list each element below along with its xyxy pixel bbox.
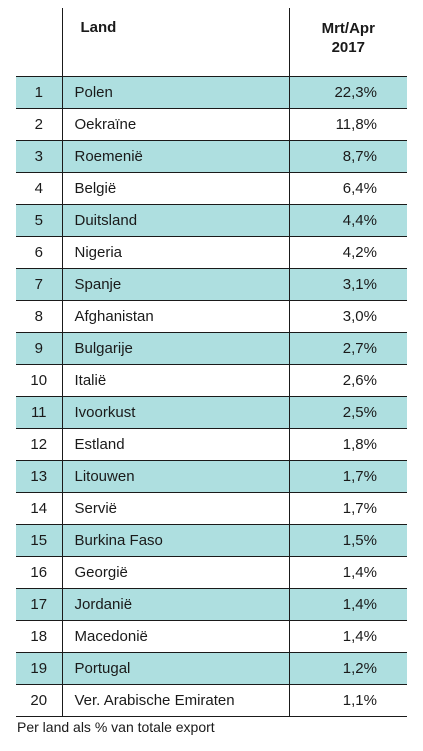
country-cell: Litouwen bbox=[61, 460, 289, 493]
rank-cell: 2 bbox=[16, 108, 62, 141]
table-row: 4 België 6,4% bbox=[16, 172, 407, 205]
table-row: 5 Duitsland 4,4% bbox=[16, 204, 407, 237]
table-row: 19 Portugal 1,2% bbox=[16, 652, 407, 685]
share-cell: 1,7% bbox=[288, 460, 407, 493]
country-cell: Afghanistan bbox=[61, 300, 289, 333]
table-footnote: Per land als % van totale export bbox=[17, 719, 215, 735]
country-cell: Burkina Faso bbox=[61, 524, 289, 557]
rank-column-header bbox=[16, 8, 62, 77]
table-row: 14 Servië 1,7% bbox=[16, 492, 407, 525]
country-cell: Oekraïne bbox=[61, 108, 289, 141]
table-row: 1 Polen 22,3% bbox=[16, 76, 407, 109]
country-cell: Servië bbox=[61, 492, 289, 525]
table-row: 17 Jordanië 1,4% bbox=[16, 588, 407, 621]
rank-cell: 12 bbox=[16, 428, 62, 461]
share-cell: 4,2% bbox=[288, 236, 407, 269]
table-row: 8 Afghanistan 3,0% bbox=[16, 300, 407, 333]
share-cell: 3,0% bbox=[288, 300, 407, 333]
country-cell: Bulgarije bbox=[61, 332, 289, 365]
country-cell: Duitsland bbox=[61, 204, 289, 237]
rank-cell: 15 bbox=[16, 524, 62, 557]
table-row: 20 Ver. Arabische Emiraten 1,1% bbox=[16, 684, 407, 717]
period-header-line1: Mrt/Apr bbox=[321, 20, 375, 37]
rank-cell: 1 bbox=[16, 76, 62, 109]
country-cell: Estland bbox=[61, 428, 289, 461]
rank-cell: 17 bbox=[16, 588, 62, 621]
share-cell: 3,1% bbox=[288, 268, 407, 301]
share-cell: 1,4% bbox=[288, 588, 407, 621]
country-cell: Ivoorkust bbox=[61, 396, 289, 429]
country-cell: Macedonië bbox=[61, 620, 289, 653]
rank-cell: 5 bbox=[16, 204, 62, 237]
share-cell: 2,5% bbox=[288, 396, 407, 429]
table-row: 9 Bulgarije 2,7% bbox=[16, 332, 407, 365]
country-cell: Italië bbox=[61, 364, 289, 397]
rank-cell: 6 bbox=[16, 236, 62, 269]
table-header-row: Land Mrt/Apr 2017 bbox=[16, 8, 407, 77]
table-row: 3 Roemenië 8,7% bbox=[16, 140, 407, 173]
rank-cell: 19 bbox=[16, 652, 62, 685]
rank-cell: 9 bbox=[16, 332, 62, 365]
table-row: 16 Georgië 1,4% bbox=[16, 556, 407, 589]
country-cell: Spanje bbox=[61, 268, 289, 301]
rank-cell: 16 bbox=[16, 556, 62, 589]
share-cell: 1,4% bbox=[288, 556, 407, 589]
period-column-header: Mrt/Apr 2017 bbox=[288, 8, 407, 77]
table-row: 12 Estland 1,8% bbox=[16, 428, 407, 461]
rank-cell: 18 bbox=[16, 620, 62, 653]
table-row: 13 Litouwen 1,7% bbox=[16, 460, 407, 493]
share-cell: 1,1% bbox=[288, 684, 407, 717]
table-row: 18 Macedonië 1,4% bbox=[16, 620, 407, 653]
rank-cell: 3 bbox=[16, 140, 62, 173]
table-body: 1 Polen 22,3% 2 Oekraïne 11,8% 3 Roemenië 8,7% 4 B… bbox=[16, 76, 407, 717]
share-cell: 8,7% bbox=[288, 140, 407, 173]
rank-cell: 20 bbox=[16, 684, 62, 717]
land-column-header: Land bbox=[61, 8, 289, 77]
country-cell: Polen bbox=[61, 76, 289, 109]
country-cell: Portugal bbox=[61, 652, 289, 685]
country-cell: Jordanië bbox=[61, 588, 289, 621]
table-row: 15 Burkina Faso 1,5% bbox=[16, 524, 407, 557]
rank-cell: 14 bbox=[16, 492, 62, 525]
country-cell: Roemenië bbox=[61, 140, 289, 173]
rank-cell: 10 bbox=[16, 364, 62, 397]
period-header-line2: 2017 bbox=[331, 39, 365, 56]
country-cell: Georgië bbox=[61, 556, 289, 589]
share-cell: 1,7% bbox=[288, 492, 407, 525]
share-cell: 6,4% bbox=[288, 172, 407, 205]
table-row: 7 Spanje 3,1% bbox=[16, 268, 407, 301]
share-cell: 11,8% bbox=[288, 108, 407, 141]
rank-cell: 7 bbox=[16, 268, 62, 301]
share-cell: 1,5% bbox=[288, 524, 407, 557]
share-cell: 1,2% bbox=[288, 652, 407, 685]
table-row: 11 Ivoorkust 2,5% bbox=[16, 396, 407, 429]
share-cell: 1,8% bbox=[288, 428, 407, 461]
share-cell: 2,7% bbox=[288, 332, 407, 365]
share-cell: 2,6% bbox=[288, 364, 407, 397]
rank-cell: 4 bbox=[16, 172, 62, 205]
share-cell: 1,4% bbox=[288, 620, 407, 653]
share-cell: 4,4% bbox=[288, 204, 407, 237]
table-row: 2 Oekraïne 11,8% bbox=[16, 108, 407, 141]
export-by-country-table: Land Mrt/Apr 2017 1 Polen 22,3% 2 Oekraïne 11… bbox=[16, 8, 407, 717]
rank-cell: 11 bbox=[16, 396, 62, 429]
table-row: 10 Italië 2,6% bbox=[16, 364, 407, 397]
rank-cell: 13 bbox=[16, 460, 62, 493]
rank-cell: 8 bbox=[16, 300, 62, 333]
country-cell: Nigeria bbox=[61, 236, 289, 269]
table-row: 6 Nigeria 4,2% bbox=[16, 236, 407, 269]
country-cell: België bbox=[61, 172, 289, 205]
share-cell: 22,3% bbox=[288, 76, 407, 109]
country-cell: Ver. Arabische Emiraten bbox=[61, 684, 289, 717]
